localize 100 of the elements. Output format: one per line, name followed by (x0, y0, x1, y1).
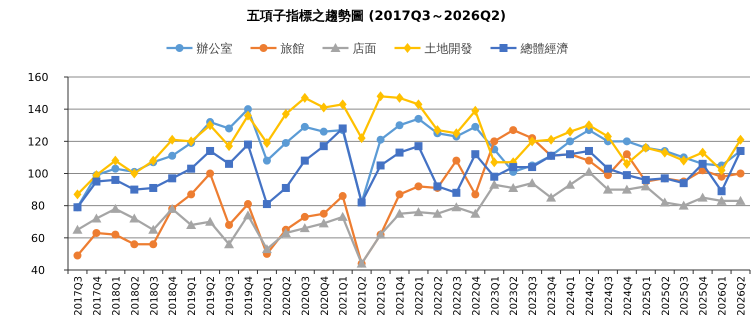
x-tick-label: 2020Q3 (300, 276, 312, 316)
point (92, 178, 100, 186)
point (130, 168, 138, 178)
point (490, 157, 498, 168)
point (225, 220, 234, 229)
point (509, 126, 518, 134)
point (300, 156, 309, 165)
point (73, 189, 82, 200)
point (396, 148, 404, 157)
point (242, 210, 253, 220)
x-tick-label: 2017Q4 (92, 276, 104, 316)
point (678, 200, 689, 210)
point (414, 182, 422, 190)
point (149, 184, 158, 192)
point (244, 110, 252, 121)
legend-label: 土地開發 (424, 42, 472, 56)
point (338, 99, 347, 110)
x-tick-label: 2019Q1 (187, 276, 198, 316)
legend-label: 店面 (352, 42, 376, 56)
point (148, 224, 158, 234)
point (187, 190, 196, 198)
point (300, 223, 310, 232)
point (471, 150, 480, 158)
x-tick-label: 2024Q3 (604, 276, 615, 316)
point (490, 137, 498, 146)
point (471, 122, 480, 131)
point (187, 136, 196, 146)
point (604, 164, 612, 173)
point (660, 197, 670, 206)
chart-title: 五項子指標之趨勢圖 (2017Q3～2026Q2) (246, 8, 506, 24)
point (111, 176, 120, 184)
x-tick-label: 2018Q3 (149, 276, 160, 316)
point (282, 108, 290, 119)
x-tick-label: 2024Q1 (566, 276, 578, 316)
point (660, 148, 669, 158)
y-tick-label: 100 (28, 168, 48, 180)
point (187, 164, 196, 173)
point (282, 138, 290, 147)
point (433, 125, 442, 136)
point (376, 136, 385, 144)
x-tick-label: 2019Q2 (206, 276, 218, 316)
x-tick-label: 2025Q4 (698, 276, 710, 316)
point (396, 121, 404, 130)
point (73, 252, 82, 260)
point (584, 120, 593, 130)
y-tick-label: 120 (28, 135, 48, 148)
point (584, 146, 593, 155)
point (604, 132, 612, 142)
point (244, 140, 252, 149)
x-tick-label: 2023Q1 (490, 276, 502, 316)
point (149, 156, 158, 166)
point (396, 92, 404, 103)
x-tick-label: 2021Q1 (338, 276, 350, 316)
x-tick-label: 2022Q2 (433, 276, 444, 316)
point (225, 160, 234, 168)
x-tick-label: 2017Q3 (73, 276, 84, 316)
point (186, 220, 196, 229)
point (547, 134, 556, 145)
point (72, 224, 82, 234)
x-tick-label: 2020Q4 (320, 276, 331, 316)
x-tick-label: 2025Q2 (660, 276, 672, 316)
point (622, 171, 631, 180)
point (149, 240, 158, 248)
point (206, 146, 214, 155)
point (471, 190, 480, 198)
point (205, 216, 216, 226)
legend-label: 總體經濟 (520, 42, 568, 56)
point (584, 156, 593, 165)
point (129, 214, 140, 223)
x-tick-label: 2023Q4 (547, 276, 558, 316)
point (565, 180, 576, 189)
point (566, 137, 574, 146)
point (300, 92, 309, 103)
x-tick-label: 2018Q4 (168, 276, 180, 316)
legend-label: 辦公室 (196, 42, 232, 56)
x-tick-label: 2023Q2 (509, 276, 520, 316)
x-tick-label: 2018Q1 (111, 276, 122, 316)
point (225, 141, 234, 152)
point (300, 122, 309, 131)
x-tick-label: 2019Q3 (225, 276, 236, 316)
point (602, 184, 613, 194)
point (716, 196, 727, 205)
point (300, 212, 309, 221)
point (451, 202, 462, 212)
point (622, 150, 631, 158)
x-tick-label: 2021Q3 (376, 276, 388, 316)
point (111, 164, 120, 173)
x-tick-label: 2023Q3 (528, 276, 540, 316)
y-tick-label: 80 (31, 200, 45, 213)
point (206, 170, 214, 178)
point (111, 230, 120, 239)
point (262, 156, 271, 165)
point (225, 124, 234, 132)
point (168, 174, 176, 182)
x-tick-label: 2021Q2 (358, 276, 369, 316)
point (718, 165, 726, 176)
point (528, 136, 536, 146)
point (622, 184, 632, 194)
point (110, 204, 120, 213)
x-tick-label: 2020Q1 (262, 276, 274, 316)
